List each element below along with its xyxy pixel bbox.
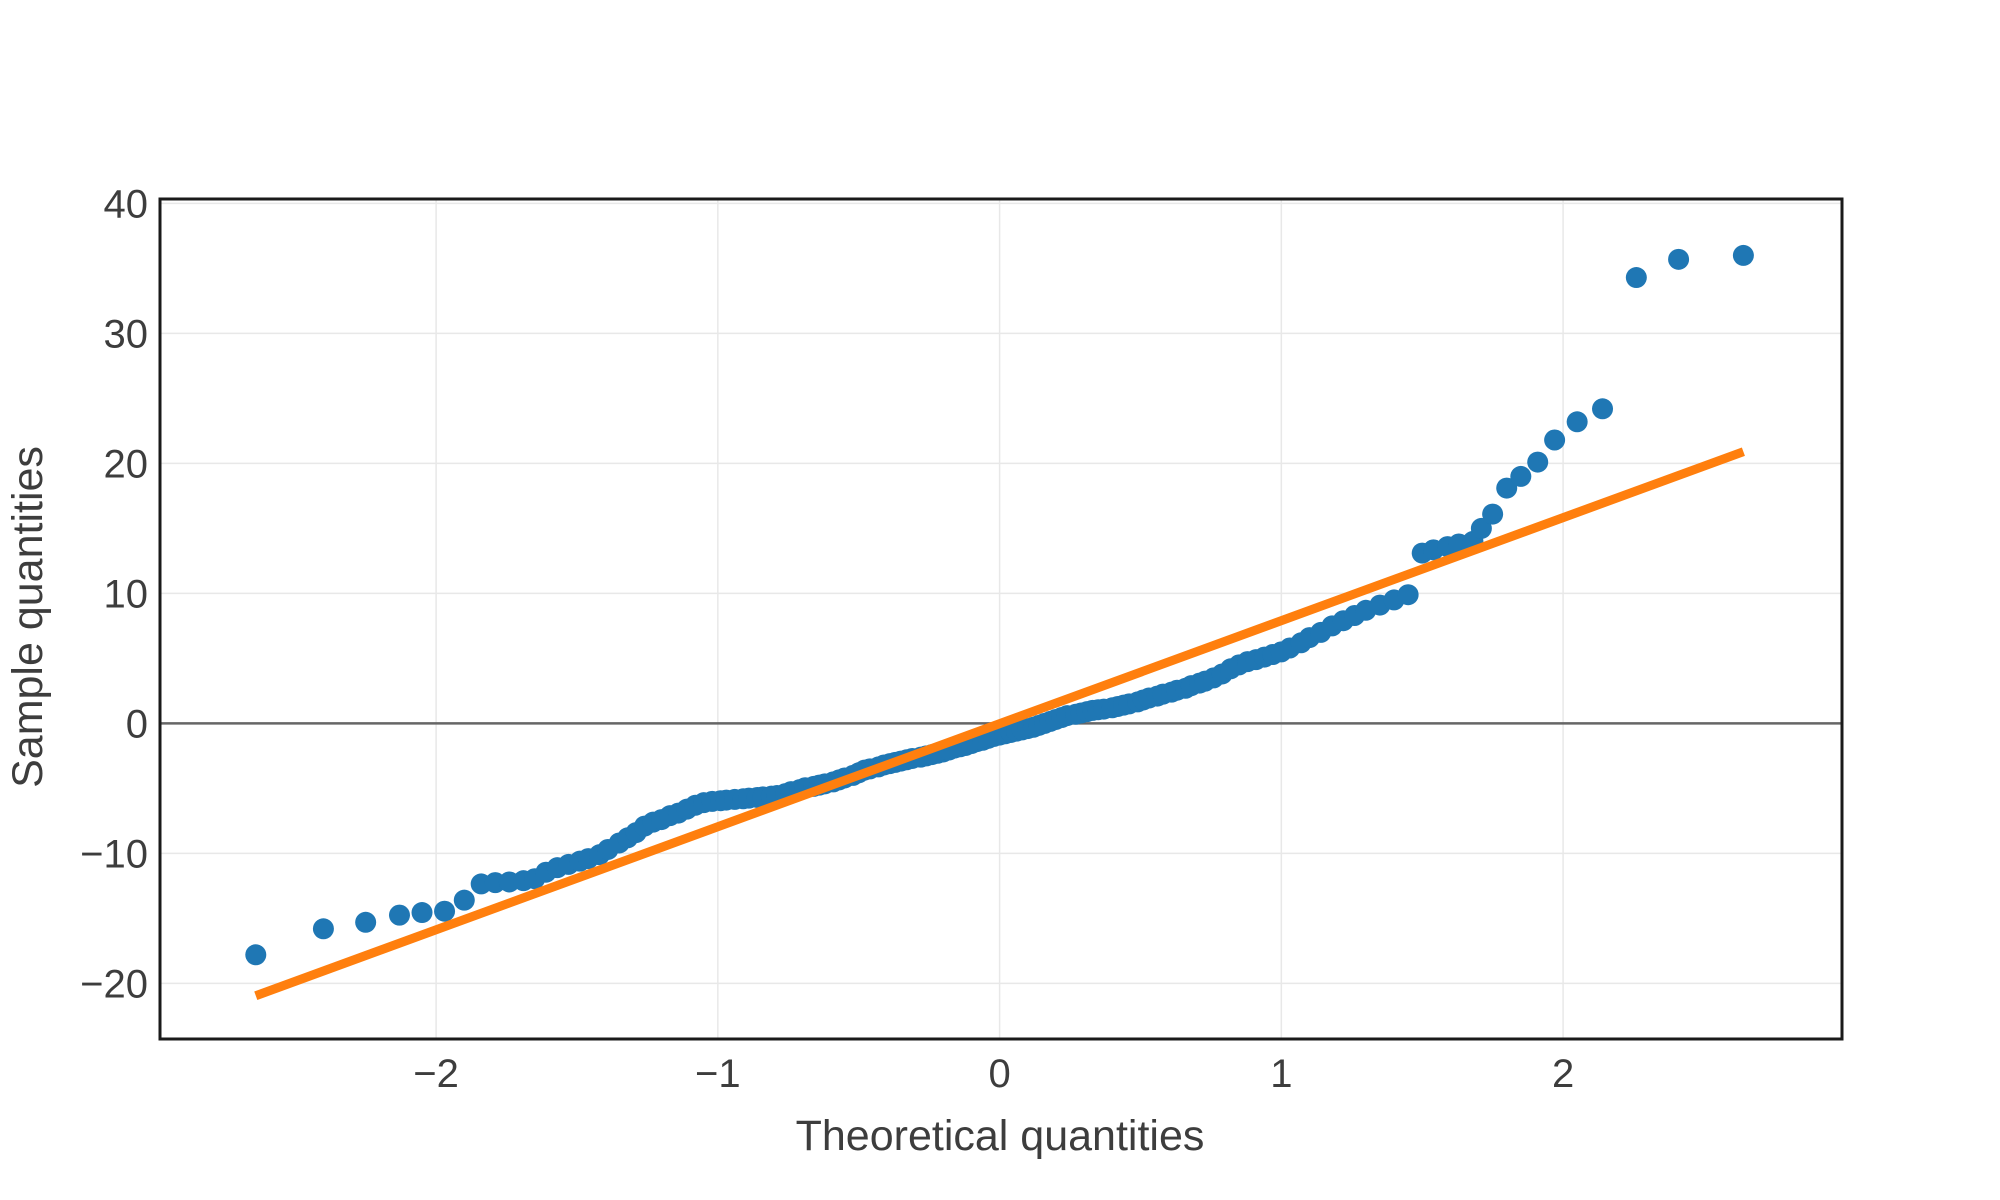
data-point <box>1544 429 1566 451</box>
plot-frame <box>158 197 1844 1041</box>
y-tick-label: −10 <box>80 832 148 876</box>
data-point <box>1397 584 1419 606</box>
y-tick-label: 30 <box>104 312 149 356</box>
x-tick-label: 0 <box>988 1052 1010 1096</box>
data-point <box>312 918 334 940</box>
y-tick-label: 20 <box>104 442 149 486</box>
x-tick-label: 2 <box>1552 1052 1574 1096</box>
data-point <box>1510 465 1532 487</box>
reference-line <box>254 447 1745 1000</box>
data-point <box>1566 411 1588 433</box>
data-point <box>1668 248 1690 270</box>
y-tick-label: 0 <box>126 702 148 746</box>
data-point <box>388 904 410 926</box>
data-point <box>355 911 377 933</box>
x-tick-label: −2 <box>413 1052 459 1096</box>
data-point <box>245 944 267 966</box>
data-point <box>1592 398 1614 420</box>
data-point <box>453 889 475 911</box>
x-tick-label: 1 <box>1270 1052 1292 1096</box>
data-point <box>434 900 456 922</box>
y-tick-label: 40 <box>104 182 149 226</box>
data-point <box>411 902 433 924</box>
data-point <box>1732 244 1754 266</box>
data-point <box>1482 503 1504 525</box>
y-tick-label: −20 <box>80 962 148 1006</box>
x-tick-label: −1 <box>695 1052 741 1096</box>
y-axis-label: Sample quantities <box>4 446 52 788</box>
data-point <box>1470 517 1492 539</box>
data-point <box>1496 477 1518 499</box>
y-tick-label: 10 <box>104 572 149 616</box>
x-axis-label: Theoretical quantities <box>796 1112 1205 1160</box>
data-point <box>1527 451 1549 473</box>
data-point <box>1625 267 1647 289</box>
